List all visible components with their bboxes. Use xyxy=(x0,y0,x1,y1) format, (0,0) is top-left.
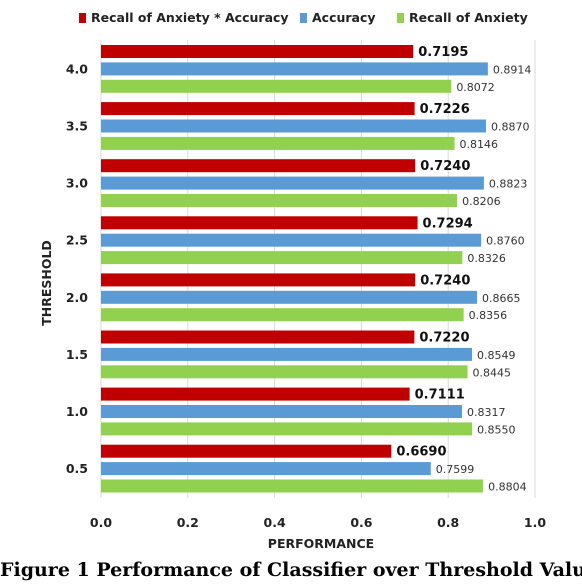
bar xyxy=(101,422,473,436)
data-label: 0.7226 xyxy=(420,102,470,117)
data-label: 0.8072 xyxy=(456,81,495,94)
x-tick-label: 1.0 xyxy=(524,515,546,530)
bar xyxy=(101,387,410,401)
bar xyxy=(101,405,462,418)
grid xyxy=(100,40,536,498)
legend-swatch xyxy=(397,13,404,23)
y-tick-label: 3.0 xyxy=(66,176,88,191)
bar xyxy=(101,159,416,173)
data-label: 0.8823 xyxy=(489,178,528,191)
data-label: 0.7220 xyxy=(419,331,469,346)
data-label: 0.7294 xyxy=(423,216,473,231)
data-label: 0.8804 xyxy=(488,481,527,494)
bar xyxy=(101,79,452,93)
data-label: 0.8665 xyxy=(482,292,521,305)
y-tick-label: 4.0 xyxy=(66,61,88,76)
bars: 0.7195 0.8914 0.8072 0.7226 0.8870 0.8146 0.72… xyxy=(101,45,531,494)
y-tick-label: 2.5 xyxy=(66,233,88,248)
bar xyxy=(101,216,418,230)
y-tick-label: 0.5 xyxy=(66,461,88,476)
figure-caption: Figure 1 Performance of Classifier over … xyxy=(0,559,582,581)
x-tick-label: 0.2 xyxy=(177,515,199,530)
bar xyxy=(101,119,486,133)
data-label: 0.6690 xyxy=(396,445,446,460)
x-tick-label: 0.8 xyxy=(437,515,459,530)
x-tick-labels: 0.0 0.2 0.4 0.6 0.8 1.0 xyxy=(90,515,546,530)
data-label: 0.8549 xyxy=(477,349,516,362)
data-label: 0.8760 xyxy=(486,235,524,248)
data-label: 0.8317 xyxy=(467,406,506,419)
legend-label: Recall of Anxiety xyxy=(409,10,528,25)
bar xyxy=(101,290,478,304)
y-tick-label: 2.0 xyxy=(66,290,88,305)
bar xyxy=(101,330,415,344)
legend-label: Recall of Anxiety * Accuracy xyxy=(91,10,289,25)
y-axis-title: THRESHOLD xyxy=(39,240,54,326)
bar xyxy=(101,102,415,116)
bar xyxy=(101,347,473,361)
y-tick-labels: 4.0 3.5 3.0 2.5 2.0 1.5 1.0 0.5 xyxy=(66,61,88,476)
data-label: 0.7599 xyxy=(436,463,475,476)
data-label: 0.8206 xyxy=(462,195,501,208)
data-label: 0.8356 xyxy=(469,309,508,322)
bar xyxy=(101,136,455,150)
y-tick-label: 1.5 xyxy=(66,347,88,362)
bar xyxy=(101,194,458,207)
data-label: 0.8326 xyxy=(467,252,506,265)
bar xyxy=(101,233,482,247)
data-label: 0.7240 xyxy=(420,273,470,288)
x-axis-title: PERFORMANCE xyxy=(268,536,374,551)
bar xyxy=(101,308,464,322)
legend-swatch xyxy=(79,13,86,23)
bar xyxy=(101,365,468,379)
legend-label: Accuracy xyxy=(312,10,376,25)
data-label: 0.8445 xyxy=(473,366,512,379)
data-label: 0.7195 xyxy=(418,45,468,60)
bar xyxy=(101,479,484,493)
y-tick-label: 3.5 xyxy=(66,119,88,134)
bar xyxy=(101,62,488,76)
legend-swatch xyxy=(300,13,307,23)
bar xyxy=(101,462,431,476)
data-label: 0.8870 xyxy=(491,121,530,134)
data-label: 0.7240 xyxy=(420,159,470,174)
data-label: 0.8550 xyxy=(477,423,516,436)
data-label: 0.8146 xyxy=(460,138,499,151)
y-tick-label: 1.0 xyxy=(66,404,88,419)
x-tick-label: 0.4 xyxy=(264,515,286,530)
data-label: 0.7111 xyxy=(415,388,465,403)
chart: Recall of Anxiety * Accuracy Accuracy Reca… xyxy=(39,10,546,551)
data-label: 0.8914 xyxy=(493,63,532,76)
bar xyxy=(101,273,416,287)
x-tick-label: 0.0 xyxy=(90,515,112,530)
bar xyxy=(101,176,484,190)
bar xyxy=(101,45,414,58)
legend: Recall of Anxiety * Accuracy Accuracy Reca… xyxy=(79,10,528,25)
bar xyxy=(101,251,463,265)
bar xyxy=(101,444,392,458)
x-tick-label: 0.6 xyxy=(350,515,372,530)
